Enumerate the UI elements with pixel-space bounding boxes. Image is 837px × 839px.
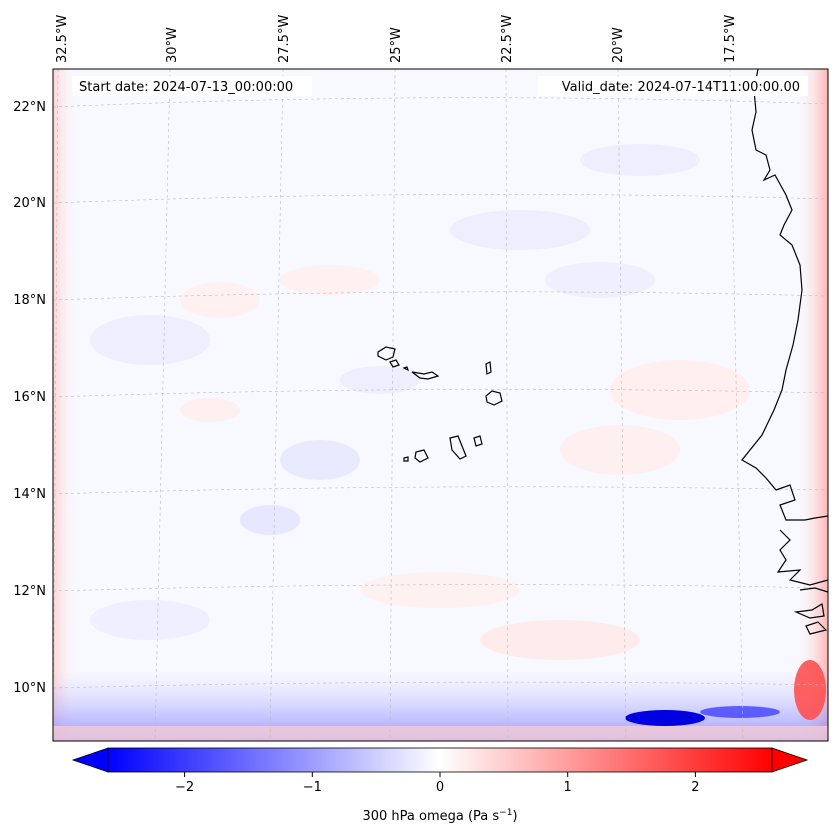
start-date-label: Start date: 2024-07-13_00:00:00 (79, 80, 293, 95)
lat-label-14n: 14°N (13, 487, 46, 502)
lat-label-10n: 10°N (13, 681, 46, 696)
colorbar-label: 300 hPa omega (Pa s−1) (362, 808, 517, 824)
graticule (53, 69, 828, 741)
island-santiago (449, 435, 467, 460)
start-date-box (72, 76, 312, 96)
island-fogo (414, 449, 429, 463)
island-boa-vista (485, 390, 503, 406)
lon-label-30w: 30°W (165, 27, 180, 63)
right-edge-band (795, 69, 828, 741)
west-africa-coast (741, 69, 828, 521)
lon-label-27-5w: 27.5°W (277, 15, 292, 63)
colorbar-extend-min (71, 747, 109, 773)
colorbar: −2 −1 0 1 2 300 hPa omega (Pa s−1) (71, 747, 809, 824)
colorbar-bar (107, 747, 773, 773)
map-frame (52, 68, 829, 742)
island-maio (473, 435, 483, 447)
strong-ascent-patch (625, 710, 705, 726)
left-edge-band (53, 69, 78, 741)
latitude-labels: 22°N 20°N 18°N 16°N 14°N 12°N 10°N (13, 100, 46, 696)
coastlines (377, 69, 828, 635)
lon-label-20w: 20°W (611, 27, 626, 63)
lon-label-22-5w: 22.5°W (500, 15, 515, 63)
lat-label-22n: 22°N (13, 100, 46, 115)
island-santa-luzia (402, 366, 410, 372)
lat-label-20n: 20°N (13, 196, 46, 211)
omega-field (53, 69, 828, 741)
island-santo-antao (377, 346, 396, 361)
island-brava (403, 456, 409, 462)
lon-label-17-5w: 17.5°W (723, 15, 738, 63)
colorbar-extend-max (771, 747, 809, 773)
island-sal (485, 361, 492, 375)
island-sao-vicente (389, 359, 400, 368)
lat-label-12n: 12°N (13, 584, 46, 599)
valid-date-box (538, 76, 808, 96)
lon-label-25w: 25°W (389, 27, 404, 63)
lat-label-18n: 18°N (13, 293, 46, 308)
colorbar-ticks: −2 −1 0 1 2 (175, 772, 700, 795)
colorbar-tick-label: 2 (691, 780, 699, 795)
island-sao-nicolau (411, 371, 440, 380)
colorbar-tick-label: 1 (564, 780, 572, 795)
lat-label-16n: 16°N (13, 390, 46, 405)
valid-date-label: Valid_date: 2024-07-14T11:00:00.00 (562, 80, 800, 95)
longitude-labels: 32.5°W 30°W 27.5°W 25°W 22.5°W 20°W 17.5… (55, 15, 738, 63)
field-patches (90, 144, 750, 660)
lon-label-32-5w: 32.5°W (55, 15, 70, 63)
colorbar-tick-label: 0 (436, 780, 444, 795)
colorbar-tick-label: −2 (175, 780, 194, 795)
colorbar-tick-label: −1 (303, 780, 322, 795)
